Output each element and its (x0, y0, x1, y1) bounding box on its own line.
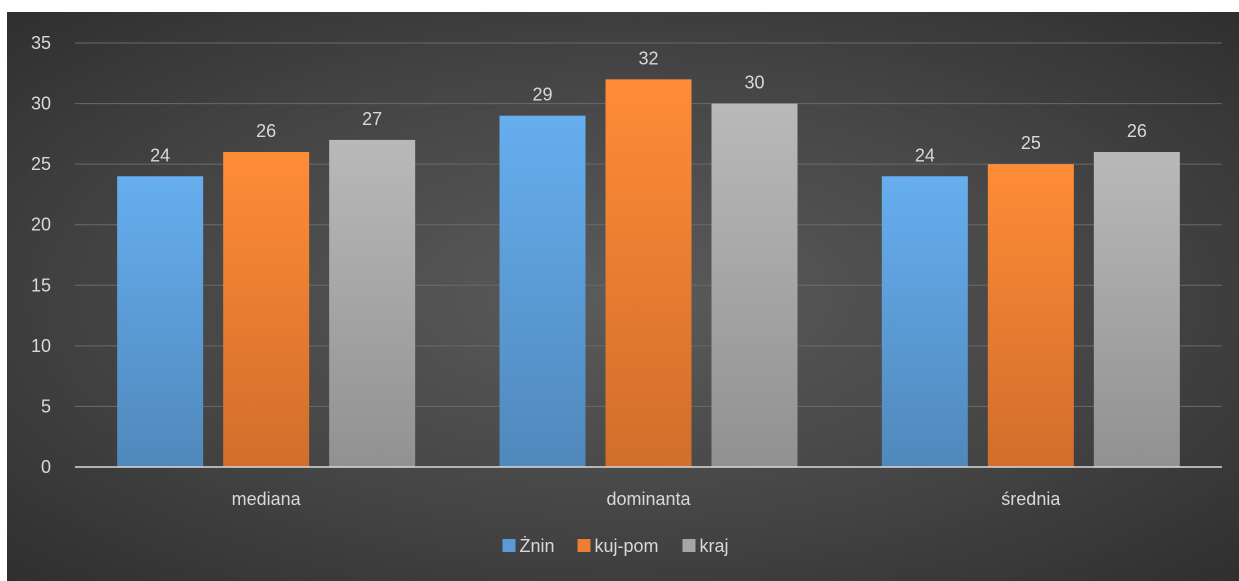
y-tick-label: 35 (31, 33, 51, 53)
bar-kuj-pom-mediana (223, 152, 310, 467)
y-tick-label: 25 (31, 154, 51, 174)
y-axis-ticks: 0 5 10 15 20 25 30 35 (31, 33, 51, 477)
data-labels: 24 26 27 29 32 30 24 25 26 (150, 48, 1147, 165)
legend-item-kraj: kraj (682, 536, 729, 556)
legend-item-kuj-pom: kuj-pom (577, 536, 659, 556)
legend-swatch-kraj (682, 539, 696, 552)
x-tick-label-mediana: mediana (232, 489, 302, 509)
data-label-kuj-pom-mediana: 26 (256, 121, 276, 141)
legend-label-kraj: kraj (700, 536, 729, 556)
bar-chart: 0 5 10 15 20 25 30 35 24 26 27 29 32 30 24 25 26 median… (31, 33, 1222, 556)
x-tick-label-srednia: średnia (1001, 489, 1061, 509)
bars (117, 79, 1180, 468)
legend-label-kuj-pom: kuj-pom (595, 536, 659, 556)
legend-swatch-znin (502, 539, 516, 552)
data-label-kuj-pom-srednia: 25 (1021, 133, 1041, 153)
y-tick-label: 10 (31, 336, 51, 356)
bar-kuj-pom-dominanta (605, 79, 692, 467)
chart-area: 0 5 10 15 20 25 30 35 24 26 27 29 32 30 24 25 26 median… (7, 12, 1239, 581)
legend-item-znin: Żnin (502, 536, 555, 556)
data-label-kraj-srednia: 26 (1127, 121, 1147, 141)
y-tick-label: 30 (31, 94, 51, 114)
data-label-znin-dominanta: 29 (532, 85, 552, 105)
bar-znin-mediana (117, 176, 204, 467)
data-label-kuj-pom-dominanta: 32 (638, 48, 658, 68)
y-tick-label: 0 (41, 457, 51, 477)
legend: Żnin kuj-pom kraj (502, 536, 729, 556)
bar-znin-srednia (881, 176, 968, 467)
x-tick-label-dominanta: dominanta (606, 489, 691, 509)
bar-kraj-dominanta (711, 103, 798, 468)
data-label-kraj-mediana: 27 (362, 109, 382, 129)
bar-znin-dominanta (499, 115, 586, 467)
y-tick-label: 5 (41, 396, 51, 416)
legend-label-znin: Żnin (520, 536, 555, 556)
data-label-znin-srednia: 24 (915, 145, 935, 165)
y-tick-label: 15 (31, 275, 51, 295)
bar-kraj-mediana (329, 139, 416, 467)
data-label-znin-mediana: 24 (150, 145, 170, 165)
data-label-kraj-dominanta: 30 (744, 73, 764, 93)
legend-swatch-kuj-pom (577, 539, 591, 552)
bar-kuj-pom-srednia (987, 164, 1074, 467)
x-axis-ticks: mediana dominanta średnia (232, 489, 1062, 509)
bar-kraj-srednia (1093, 152, 1180, 467)
y-tick-label: 20 (31, 215, 51, 235)
